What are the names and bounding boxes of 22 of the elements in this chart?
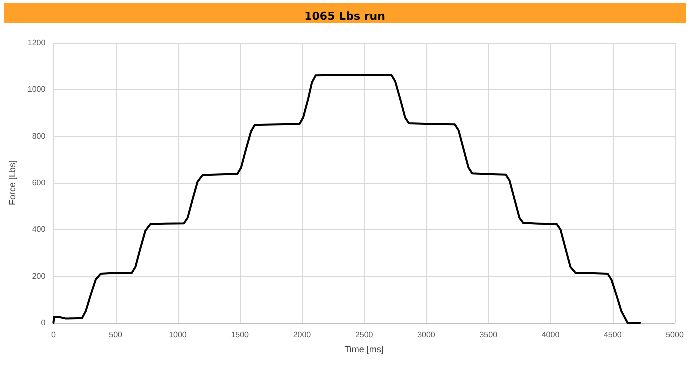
- x-tick-label: 1500: [231, 330, 250, 340]
- x-tick-label: 4500: [604, 330, 622, 340]
- x-axis-title: Time [ms]: [344, 344, 384, 354]
- x-tick-label: 1000: [169, 330, 188, 340]
- x-tick-label: 4000: [542, 330, 560, 340]
- x-tick-label: 2500: [355, 330, 374, 340]
- x-tick-label: 5000: [666, 330, 684, 340]
- y-tick-label: 200: [32, 272, 46, 281]
- x-tick-label: 3000: [418, 330, 436, 340]
- line-series: [52, 74, 642, 324]
- y-tick-label: 800: [32, 132, 46, 141]
- y-tick-label: 600: [32, 178, 46, 188]
- y-tick-label: 1200: [28, 38, 46, 48]
- x-tick-label: 500: [109, 330, 124, 340]
- x-tick-label: 0: [51, 330, 56, 340]
- chart-title: 1065 Lbs run: [304, 10, 386, 23]
- y-tick-label: 0: [41, 318, 46, 328]
- x-tick-label: 2000: [293, 330, 312, 340]
- y-axis-title: Force [Lbs]: [8, 160, 18, 206]
- y-tick-label: 400: [32, 225, 46, 234]
- y-tick-label: 1000: [28, 85, 46, 94]
- x-tick-label: 3500: [480, 330, 498, 340]
